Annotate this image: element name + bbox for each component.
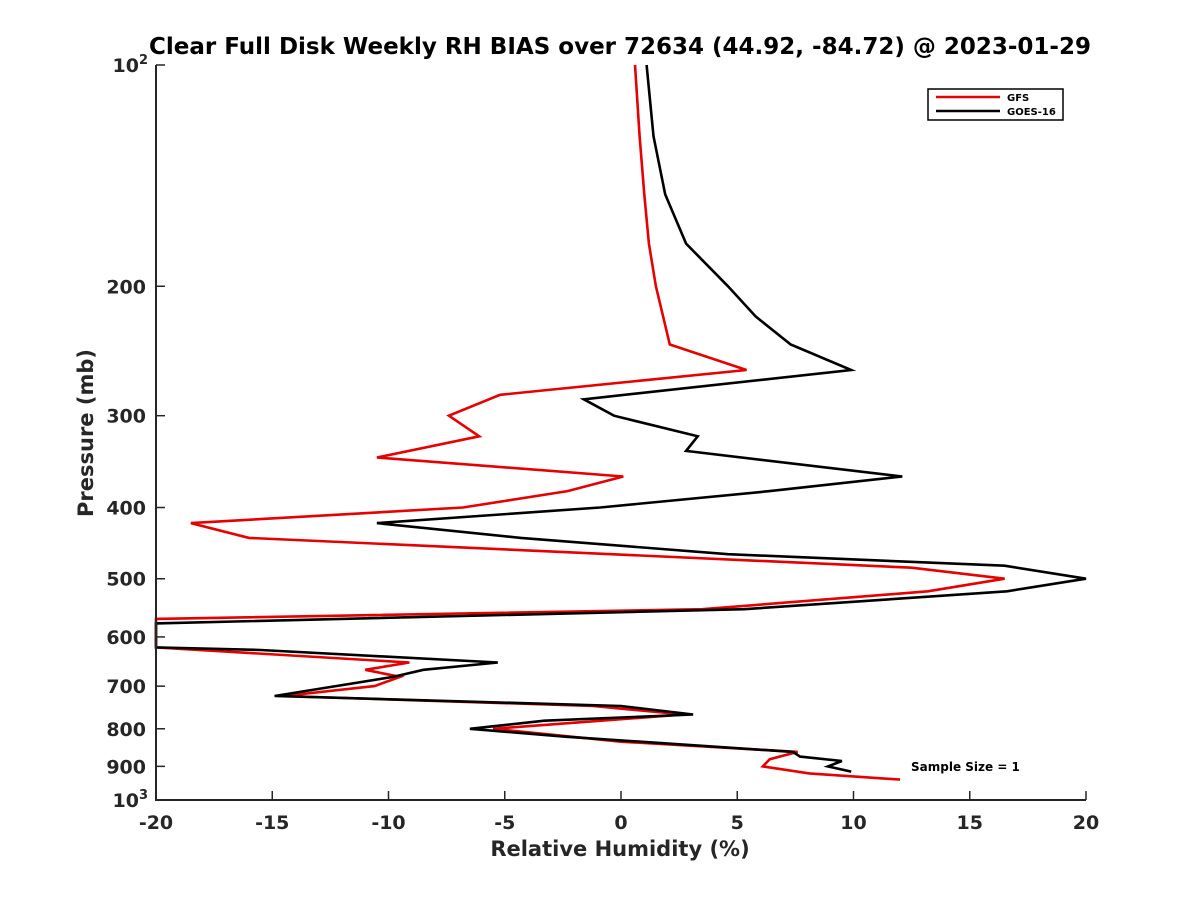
y-tick-label-power: 102 — [113, 53, 149, 77]
y-tick-label: 800 — [106, 719, 146, 741]
x-tick-label: 5 — [731, 812, 744, 834]
y-axis-label: Pressure (mb) — [74, 349, 98, 517]
chart-title: Clear Full Disk Weekly RH BIAS over 7263… — [149, 34, 1091, 60]
y-tick-label: 600 — [106, 627, 146, 649]
y-ticks: 102 200 300 400 500 600 700 800 900 103 — [106, 53, 165, 812]
y-tick-label: 900 — [106, 756, 146, 778]
x-tick-label: 0 — [614, 812, 627, 834]
series-line-gfs — [154, 64, 1005, 781]
sample-size-annotation: Sample Size = 1 — [911, 760, 1020, 774]
x-tick-label: -10 — [371, 812, 405, 834]
y-tick-label: 400 — [106, 498, 146, 520]
series-line-goes16 — [154, 64, 1087, 773]
x-ticks: -20 -15 -10 -5 0 5 10 15 20 — [139, 791, 1099, 834]
legend-label-goes16: GOES-16 — [1007, 107, 1056, 118]
plot-lines — [154, 64, 1087, 781]
y-tick-label: 700 — [106, 676, 146, 698]
x-axis-label: Relative Humidity (%) — [490, 837, 749, 861]
x-tick-label: -20 — [139, 812, 173, 834]
y-tick-label: 200 — [106, 276, 146, 298]
legend-box — [927, 88, 1064, 121]
legend: GFS GOES-16 — [927, 88, 1064, 121]
x-tick-label: -5 — [494, 812, 515, 834]
legend-label-gfs: GFS — [1007, 93, 1029, 104]
x-tick-label: 15 — [957, 812, 983, 834]
x-tick-label: 10 — [840, 812, 866, 834]
x-tick-label: 20 — [1073, 812, 1099, 834]
y-tick-label: 300 — [106, 406, 146, 428]
y-tick-label: 500 — [106, 569, 146, 591]
y-tick-label-power: 103 — [113, 788, 149, 812]
x-tick-label: -15 — [255, 812, 289, 834]
